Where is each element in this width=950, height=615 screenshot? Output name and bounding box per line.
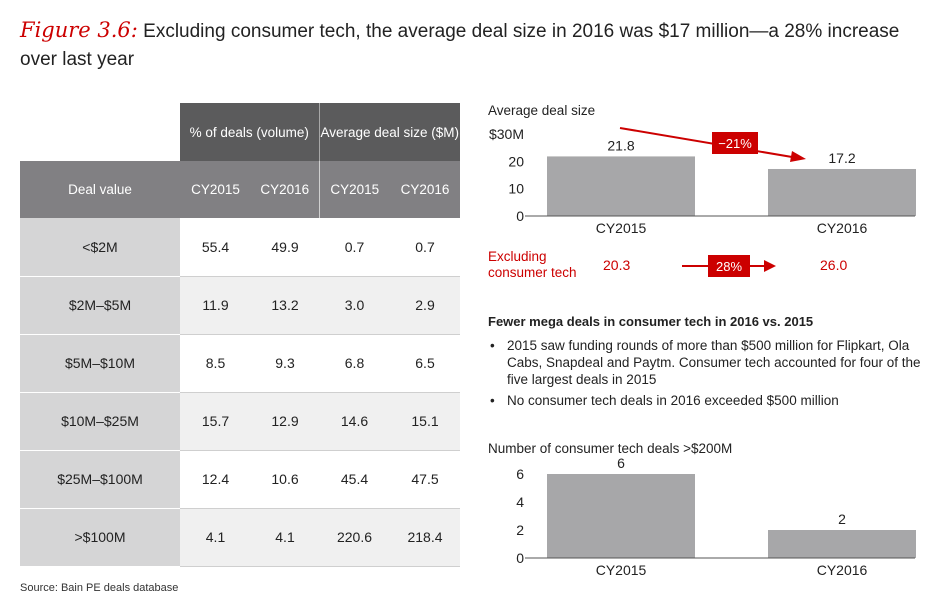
excluding-label-line2: consumer tech (488, 265, 577, 280)
header-year: CY2015 (180, 161, 251, 218)
table-cell: 12.4 (180, 450, 251, 509)
source-note: Source: Bain PE deals database (20, 582, 179, 594)
consumer-tech-deals-chart: 0 2 4 6 6 CY2015 2 CY2016 (516, 456, 916, 578)
row-label: $10M–$25M (20, 392, 180, 451)
increase-label-box (708, 255, 750, 277)
table-cell: 4.1 (180, 508, 251, 567)
x-tick-label: CY2015 (596, 220, 647, 236)
table-cell: 220.6 (319, 508, 390, 567)
header-year: CY2015 (318, 161, 390, 218)
table-cell: 218.4 (390, 508, 460, 567)
excluding-value-2015: 20.3 (603, 257, 631, 273)
header-pct-deals: % of deals (volume) (180, 103, 319, 161)
mega-deals-heading: Fewer mega deals in consumer tech in 201… (488, 314, 814, 329)
list-item: 2015 saw funding rounds of more than $50… (488, 337, 928, 388)
table-cell: 11.9 (180, 276, 251, 335)
x-tick-label: CY2016 (817, 220, 868, 236)
table-cell: 10.6 (251, 450, 319, 509)
row-label: $5M–$10M (20, 334, 180, 393)
table-cell: 15.1 (390, 392, 460, 451)
deal-size-table: % of deals (volume) Average deal size ($… (20, 103, 460, 567)
decline-label-box (712, 132, 758, 154)
y-tick-label: 4 (516, 494, 524, 510)
increase-label: 28% (716, 259, 742, 274)
table-row: $10M–$25M 15.7 12.9 14.6 15.1 (20, 392, 460, 451)
header-deal-value: Deal value (20, 161, 180, 218)
x-tick-label: CY2016 (817, 562, 868, 578)
table-cell: 45.4 (319, 450, 390, 509)
table-row: $2M–$5M 11.9 13.2 3.0 2.9 (20, 276, 460, 335)
consumer-tech-chart-title: Number of consumer tech deals >$200M (488, 441, 733, 456)
increase-arrow: 28% (682, 255, 776, 277)
table-cell: 49.9 (251, 218, 319, 277)
figure-title-text: Excluding consumer tech, the average dea… (20, 21, 900, 70)
y-tick-label: 6 (516, 466, 524, 482)
excluding-value-2016: 26.0 (820, 257, 848, 273)
row-label: $2M–$5M (20, 276, 180, 335)
data-label: 21.8 (607, 137, 634, 153)
y-tick-label: $30M (489, 126, 524, 142)
bar-cy2015 (547, 474, 695, 558)
row-label: >$100M (20, 508, 180, 567)
table-cell: 0.7 (319, 218, 390, 277)
data-label: 6 (617, 456, 625, 471)
figure-label: Figure 3.6: (20, 18, 138, 42)
table-cell: 6.5 (390, 334, 460, 393)
table-cell: 0.7 (390, 218, 460, 277)
increase-arrow-head (764, 260, 776, 272)
header-year: CY2016 (390, 161, 460, 218)
table-cell: 55.4 (180, 218, 251, 277)
table-row: >$100M 4.1 4.1 220.6 218.4 (20, 508, 460, 567)
table-cell: 8.5 (180, 334, 251, 393)
table-cell: 15.7 (180, 392, 251, 451)
row-label: $25M–$100M (20, 450, 180, 509)
header-avg-deal-size: Average deal size ($M) (318, 103, 460, 161)
table-cell: 12.9 (251, 392, 319, 451)
table-cell: 3.0 (319, 276, 390, 335)
table-cell: 2.9 (390, 276, 460, 335)
table-cell: 9.3 (251, 334, 319, 393)
x-tick-label: CY2015 (596, 562, 647, 578)
y-tick-label: 0 (516, 550, 524, 566)
row-label: <$2M (20, 218, 180, 277)
bar-cy2016 (768, 168, 916, 216)
excluding-label: Excluding consumer tech (488, 249, 577, 281)
data-label: 17.2 (828, 150, 855, 166)
decline-label: −21% (718, 136, 752, 151)
list-item: No consumer tech deals in 2016 exceeded … (488, 392, 928, 409)
bar-cy2016 (768, 530, 916, 558)
avg-deal-ylabel: Average deal size (488, 103, 596, 118)
excluding-label-line1: Excluding (488, 249, 547, 264)
data-label: 2 (838, 511, 846, 527)
table-cell: 4.1 (251, 508, 319, 567)
table-cell: 13.2 (251, 276, 319, 335)
y-tick-label: 2 (516, 522, 524, 538)
header-year: CY2016 (251, 161, 319, 218)
y-tick-label: 0 (516, 208, 524, 224)
y-tick-label: 20 (508, 153, 524, 169)
table-row: $25M–$100M 12.4 10.6 45.4 47.5 (20, 450, 460, 509)
table-row: $5M–$10M 8.5 9.3 6.8 6.5 (20, 334, 460, 393)
decline-arrow-head (790, 151, 806, 162)
table-row: <$2M 55.4 49.9 0.7 0.7 (20, 218, 460, 277)
table-corner (20, 103, 180, 161)
decline-arrow-line (619, 127, 799, 159)
mega-deals-bullets: 2015 saw funding rounds of more than $50… (488, 337, 928, 413)
table-cell: 47.5 (390, 450, 460, 509)
table-cell: 6.8 (319, 334, 390, 393)
figure-title: Figure 3.6: Excluding consumer tech, the… (20, 16, 935, 74)
avg-deal-size-chart: 0 10 20 $30M 21.8 CY2015 17.2 CY2016 −21% (489, 126, 916, 236)
table-cell: 14.6 (319, 392, 390, 451)
y-tick-label: 10 (508, 181, 524, 197)
bar-cy2015 (547, 156, 695, 216)
